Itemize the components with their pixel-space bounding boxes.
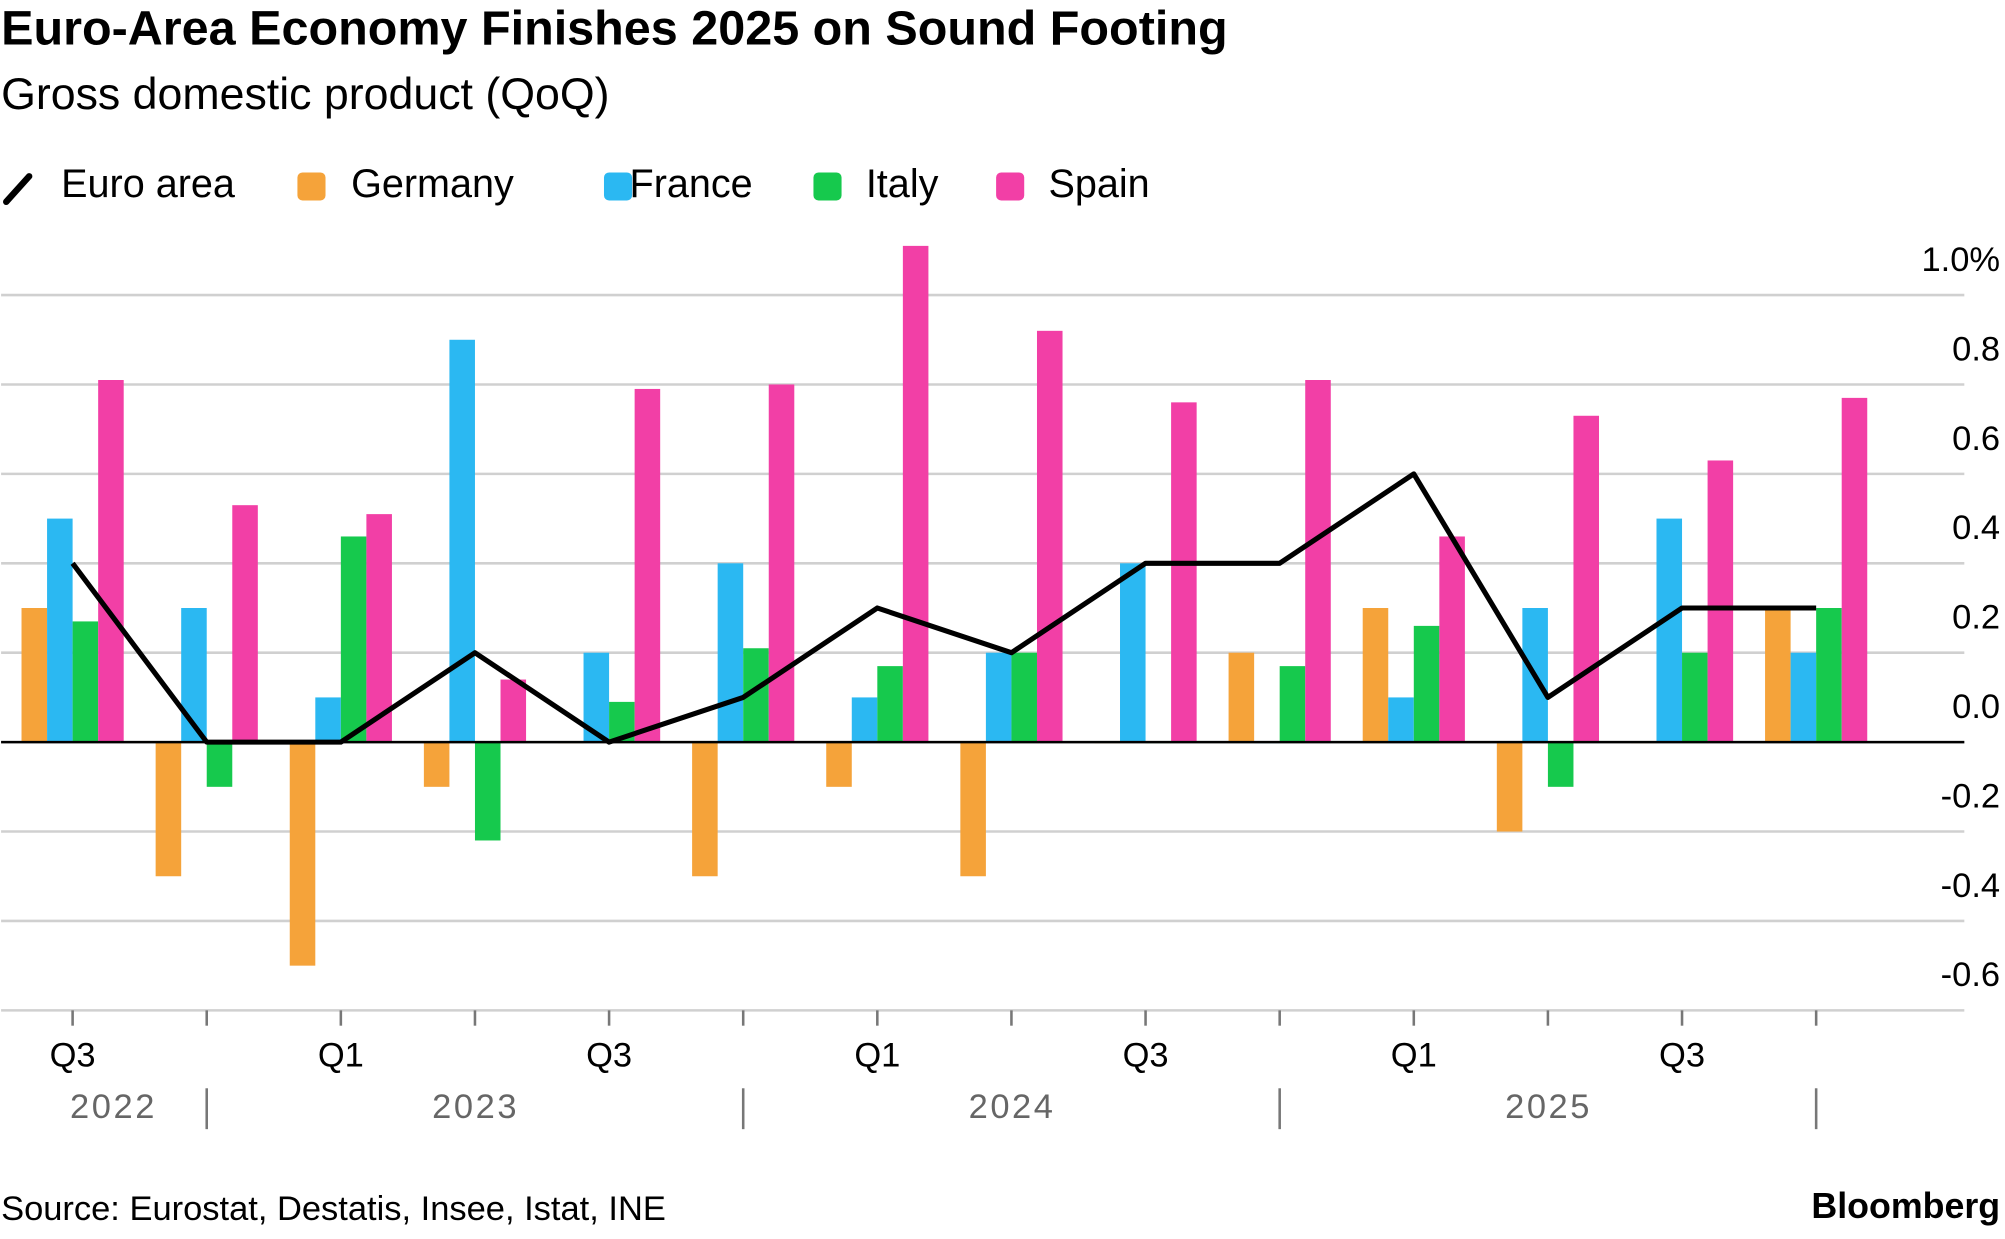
bar xyxy=(1171,402,1197,743)
bar xyxy=(315,697,341,743)
bar xyxy=(1682,652,1708,743)
y-tick-label: -0.2 xyxy=(1941,777,2000,815)
x-tick-label: Q1 xyxy=(318,1037,364,1075)
bar xyxy=(634,388,661,743)
bar xyxy=(985,652,1012,743)
bar xyxy=(1388,697,1414,743)
bar xyxy=(340,536,367,743)
year-label: 2023 xyxy=(432,1088,519,1126)
bar xyxy=(1656,518,1683,743)
legend-swatch xyxy=(603,172,633,201)
legend-label: France xyxy=(630,162,753,206)
bar xyxy=(423,742,450,787)
y-tick-label: 0.6 xyxy=(1952,420,2000,458)
chart-title: Euro-Area Economy Finishes 2025 on Sound… xyxy=(1,2,1228,56)
bar xyxy=(877,666,903,743)
year-label: 2025 xyxy=(1505,1088,1592,1126)
year-label: 2024 xyxy=(969,1088,1056,1126)
chart-subtitle: Gross domestic product (QoQ) xyxy=(1,70,609,119)
x-tick-label: Q1 xyxy=(854,1037,900,1075)
bar xyxy=(289,742,316,966)
bar xyxy=(692,742,718,877)
legend-swatch xyxy=(996,172,1025,201)
bar xyxy=(851,697,878,743)
y-tick-label: 0.0 xyxy=(1952,688,2000,726)
bar xyxy=(47,518,73,743)
bar xyxy=(98,380,124,743)
source: Source: Eurostat, Destatis, Insee, Istat… xyxy=(1,1190,666,1228)
bar xyxy=(1011,652,1037,743)
bar xyxy=(902,245,929,743)
year-label: 2022 xyxy=(70,1088,157,1126)
y-tick-label: -0.6 xyxy=(1941,956,2000,994)
legend-label: Germany xyxy=(351,162,514,206)
line xyxy=(70,471,1817,745)
legend-swatch xyxy=(813,172,842,201)
x-tick-label: Q1 xyxy=(1391,1037,1437,1075)
bar xyxy=(1362,608,1389,743)
bar xyxy=(768,384,795,743)
bar xyxy=(1841,397,1868,743)
bar xyxy=(1279,666,1306,743)
x-tick-label: Q3 xyxy=(586,1037,632,1075)
bar xyxy=(1228,652,1255,743)
bar xyxy=(1707,460,1734,743)
bar xyxy=(1036,330,1063,743)
bar xyxy=(181,608,207,743)
brand: Bloomberg xyxy=(1811,1186,2000,1226)
bar xyxy=(1496,742,1523,832)
legend-swatch xyxy=(297,172,326,201)
bar xyxy=(155,742,182,877)
x-tick-label: Q3 xyxy=(1123,1037,1169,1075)
bar xyxy=(826,742,852,787)
bar xyxy=(1573,415,1600,743)
bar xyxy=(960,742,986,877)
bar xyxy=(232,505,258,743)
y-tick-label: -0.4 xyxy=(1941,867,2000,905)
bar xyxy=(206,742,233,787)
x-tick-label: Q3 xyxy=(1659,1037,1705,1075)
y-tick-label: 0.2 xyxy=(1952,599,2000,637)
bar xyxy=(500,679,527,743)
bar xyxy=(1547,742,1574,787)
bar xyxy=(1413,625,1440,743)
bar xyxy=(1790,652,1817,743)
bar xyxy=(717,563,744,743)
legend-label: Spain xyxy=(1048,162,1149,206)
bar xyxy=(21,608,48,743)
y-tick-label: 0.8 xyxy=(1952,330,2000,368)
bar xyxy=(474,742,501,841)
legend-line xyxy=(2,173,33,206)
bar xyxy=(1439,536,1465,743)
bar xyxy=(449,339,475,743)
bar xyxy=(1765,608,1791,743)
bar xyxy=(1816,608,1842,743)
legend-label: Italy xyxy=(866,162,939,206)
y-tick-label: 0.4 xyxy=(1952,509,2000,547)
bar xyxy=(366,514,392,743)
bar xyxy=(72,621,99,743)
y-tick-label: 1.0% xyxy=(1922,241,2001,279)
x-tick-label: Q3 xyxy=(50,1037,96,1075)
bar xyxy=(1120,563,1146,743)
legend-label: Euro area xyxy=(61,162,236,206)
bar xyxy=(1305,380,1331,743)
